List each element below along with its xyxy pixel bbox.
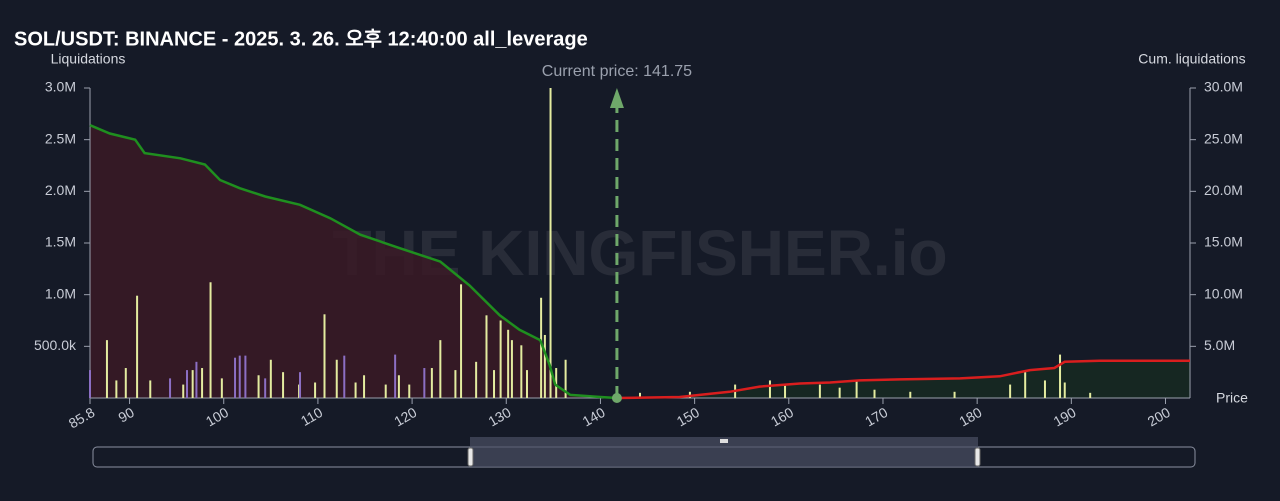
- bar: [454, 370, 457, 398]
- x-axis-title: Price: [1216, 390, 1248, 406]
- bar: [510, 340, 513, 398]
- bar: [460, 284, 463, 398]
- bar: [543, 334, 546, 398]
- bar: [430, 368, 433, 398]
- bar: [244, 355, 247, 398]
- bar: [485, 315, 488, 398]
- y-tick-label: 1.0M: [45, 285, 76, 301]
- y2-tick-label: 10.0M: [1204, 285, 1243, 301]
- slider-grip[interactable]: [720, 439, 728, 443]
- range-slider[interactable]: [92, 437, 1196, 468]
- bar: [953, 391, 956, 398]
- bar: [201, 368, 204, 398]
- y-tick-label: 3.0M: [45, 79, 76, 95]
- bar: [873, 389, 876, 398]
- bar: [1089, 392, 1092, 398]
- bar: [564, 359, 567, 398]
- y-tick-label: 1.5M: [45, 234, 76, 250]
- current-price-arrow: [609, 88, 624, 108]
- bar: [549, 88, 552, 398]
- bar: [768, 380, 771, 398]
- bar: [234, 357, 237, 398]
- y2-tick-label: 5.0M: [1204, 337, 1235, 353]
- bar: [209, 282, 212, 398]
- area-fill: [90, 125, 617, 398]
- bar: [363, 375, 366, 398]
- bar: [354, 382, 357, 398]
- bar: [1063, 382, 1066, 398]
- bar: [507, 329, 510, 398]
- y2-tick-label: 25.0M: [1204, 130, 1243, 146]
- bar: [1043, 380, 1046, 398]
- bar: [314, 382, 317, 398]
- y2-axis-title: Cum. liquidations: [1138, 51, 1245, 67]
- current-price-dot: [611, 393, 622, 403]
- y-tick-label: 500.0k: [34, 337, 77, 353]
- bar: [475, 361, 478, 398]
- bar: [397, 375, 400, 398]
- bar: [124, 368, 127, 398]
- bar: [136, 295, 139, 398]
- bar: [525, 370, 528, 398]
- bar: [555, 368, 558, 398]
- bar: [838, 387, 841, 398]
- bar: [220, 378, 223, 398]
- bar: [191, 370, 194, 398]
- bar: [149, 380, 152, 398]
- bar: [818, 384, 821, 398]
- bar: [182, 384, 185, 398]
- y-tick-label: 2.5M: [45, 130, 76, 146]
- bar: [855, 380, 858, 398]
- y-axis-title: Liquidations: [51, 51, 126, 67]
- bar: [1024, 372, 1027, 398]
- chart-title: SOL/USDT: BINANCE - 2025. 3. 26. 오후 12:4…: [14, 27, 588, 50]
- bar: [257, 375, 260, 398]
- bar: [639, 392, 641, 398]
- bar: [105, 340, 108, 398]
- bar: [89, 370, 91, 398]
- bar: [408, 384, 411, 398]
- bar: [238, 355, 241, 398]
- bar: [323, 314, 326, 398]
- bar: [282, 372, 285, 398]
- bar: [269, 359, 272, 398]
- bar: [195, 361, 198, 398]
- bar: [784, 385, 787, 398]
- bar: [520, 345, 523, 398]
- current-price-label: Current price: 141.75: [542, 63, 692, 80]
- bar: [499, 320, 502, 398]
- y2-tick-label: 15.0M: [1204, 234, 1243, 250]
- slider-handle-right[interactable]: [974, 447, 981, 467]
- bar: [909, 391, 912, 398]
- line: [616, 359, 1190, 400]
- bar: [439, 340, 442, 398]
- bar: [540, 297, 543, 398]
- y-tick-label: 2.0M: [45, 182, 76, 198]
- bar: [169, 378, 172, 398]
- bar: [493, 370, 496, 398]
- bar: [1059, 354, 1062, 398]
- bar: [384, 384, 387, 398]
- bar: [299, 372, 302, 398]
- bar: [423, 368, 426, 398]
- back-layer: THE KINGFISHER.io: [90, 125, 1190, 398]
- bar: [394, 354, 397, 398]
- bar: [1009, 384, 1012, 398]
- bar: [343, 355, 346, 398]
- bar: [186, 370, 189, 398]
- y2-tick-label: 30.0M: [1204, 79, 1243, 95]
- bar: [115, 380, 118, 398]
- x-tick-label: 90: [115, 404, 137, 426]
- bar: [264, 378, 267, 398]
- bar: [335, 359, 338, 398]
- y2-tick-label: 20.0M: [1204, 182, 1243, 198]
- line: [89, 124, 617, 400]
- slider-handle-left[interactable]: [467, 447, 474, 467]
